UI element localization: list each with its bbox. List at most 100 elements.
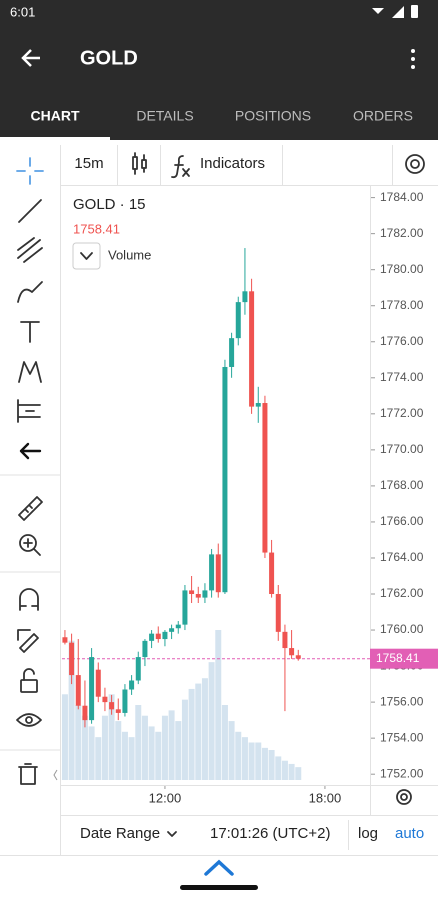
delete-tool[interactable]: [18, 763, 38, 785]
volume-bar: [181, 699, 188, 780]
tab[interactable]: POSITIONS: [235, 108, 311, 124]
candle-body: [89, 657, 95, 721]
volume-bar: [101, 715, 108, 780]
candle-body: [62, 637, 68, 643]
log-toggle[interactable]: log: [358, 825, 378, 842]
home-indicator[interactable]: [180, 885, 258, 890]
volume-bar: [161, 715, 168, 780]
y-tick-label: 1780.00: [380, 262, 424, 276]
ruler-tool[interactable]: [18, 496, 43, 521]
candle-body: [275, 594, 281, 632]
candle-body: [162, 631, 168, 640]
candle-body: [109, 702, 115, 710]
candle-body: [209, 554, 215, 591]
candle-body: [282, 631, 288, 649]
candle-body: [235, 302, 241, 339]
candle-body: [269, 552, 275, 595]
settings-button[interactable]: [405, 154, 425, 174]
volume-bar: [228, 721, 235, 780]
candle-body: [215, 554, 221, 593]
candle-body: [249, 291, 255, 407]
timezone[interactable]: 17:01:26 (UTC+2): [210, 825, 330, 842]
pitchfork-tool[interactable]: [17, 237, 43, 263]
indicators-button[interactable]: Indicators: [200, 155, 265, 172]
date-range-button[interactable]: Date Range: [80, 825, 160, 842]
candle-body: [95, 669, 101, 697]
magnet-tool[interactable]: [19, 588, 39, 611]
chart-title: GOLD · 15: [73, 196, 146, 213]
zoom-tool[interactable]: [19, 534, 37, 552]
legend-toggle[interactable]: [72, 242, 101, 270]
fx-icon: [171, 155, 190, 179]
lock-tool[interactable]: [20, 679, 38, 693]
candle-body: [142, 640, 148, 658]
y-tick-label: 1754.00: [380, 730, 424, 744]
candle-body: [229, 338, 235, 367]
volume-bar: [168, 710, 175, 780]
auto-toggle[interactable]: auto: [395, 825, 424, 842]
y-tick-label: 1778.00: [380, 298, 424, 312]
y-tick-label: 1770.00: [380, 442, 424, 456]
x-tick-label: 12:00: [149, 790, 182, 805]
candle-body: [102, 696, 108, 703]
chevron: [80, 252, 93, 260]
candle-body: [289, 648, 295, 656]
fib-tool[interactable]: [17, 399, 41, 423]
volume-bar: [275, 756, 282, 780]
y-tick-label: 1766.00: [380, 514, 424, 528]
volume-bar: [88, 726, 95, 780]
volume-bar: [61, 694, 68, 780]
lock-drawing[interactable]: [17, 629, 39, 653]
tab[interactable]: DETAILS: [136, 108, 193, 124]
volume-bar: [208, 662, 215, 780]
pattern-tool[interactable]: [18, 361, 42, 383]
candle-body: [182, 590, 188, 625]
header-bg: [0, 0, 438, 140]
volume-bar: [81, 715, 88, 780]
y-tick-label: 1782.00: [380, 226, 424, 240]
plot: 1752.001754.001756.001758.001760.001762.…: [61, 190, 424, 805]
tab[interactable]: ORDERS: [353, 108, 413, 124]
candle-body: [69, 642, 75, 676]
app-title: GOLD: [80, 47, 138, 69]
volume-bar: [175, 721, 182, 780]
volume-bar: [75, 705, 82, 780]
text-tool[interactable]: [20, 321, 40, 343]
line-tool[interactable]: [18, 199, 42, 223]
candle-body: [122, 689, 128, 713]
candle-body: [195, 594, 201, 598]
candle-body: [189, 590, 195, 595]
y-tick-label: 1752.00: [380, 766, 424, 780]
candle-body: [255, 403, 261, 407]
more-menu[interactable]: [411, 49, 415, 69]
candle-body: [129, 680, 135, 690]
back-button[interactable]: [21, 49, 40, 67]
panel-handle[interactable]: [53, 769, 58, 781]
y-tick-label: 1764.00: [380, 550, 424, 564]
visibility-tool[interactable]: [16, 713, 42, 727]
axis-settings-button[interactable]: [396, 789, 412, 805]
volume-bar: [141, 715, 148, 780]
volume-bar: [255, 742, 262, 780]
volume-bar: [95, 737, 102, 780]
volume-bar: [121, 731, 128, 780]
volume-bar: [128, 737, 135, 780]
volume-bar: [115, 721, 122, 780]
collapse-tools[interactable]: [19, 442, 42, 460]
volume-bar: [221, 705, 228, 780]
expand-button[interactable]: [204, 859, 234, 876]
volume-label: Volume: [108, 247, 151, 262]
volume-bar: [288, 763, 295, 780]
candle-body: [242, 291, 248, 303]
y-tick-label: 1772.00: [380, 406, 424, 420]
tab[interactable]: CHART: [31, 108, 80, 124]
crosshair-tool[interactable]: [16, 157, 44, 185]
volume-bar: [248, 742, 255, 780]
chart-type-button[interactable]: [132, 152, 147, 175]
interval-button[interactable]: 15m: [74, 155, 103, 172]
brush-tool[interactable]: [17, 281, 43, 303]
volume-bar: [135, 705, 142, 780]
